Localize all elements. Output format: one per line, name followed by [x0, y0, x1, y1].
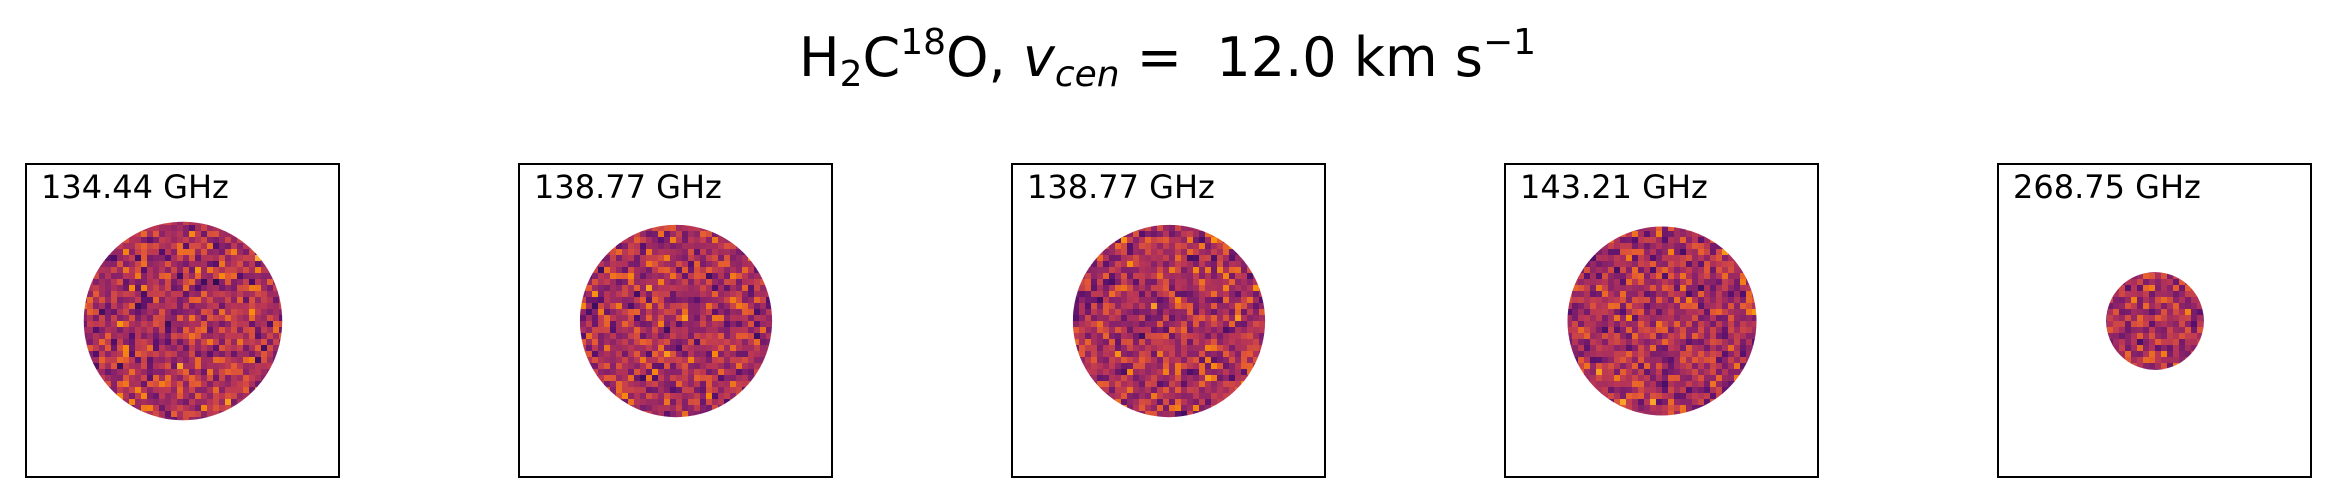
title-molecule-h: H — [798, 26, 840, 89]
title-molecule-o: O, — [946, 26, 1006, 89]
frequency-label: 134.44 GHz — [41, 168, 229, 206]
noise-pixels — [2106, 272, 2204, 370]
frequency-label: 138.77 GHz — [534, 168, 722, 206]
title-unit-sup: −1 — [1482, 22, 1537, 63]
title-molecule-sup: 18 — [900, 22, 947, 63]
title-molecule-sub: 2 — [839, 54, 863, 95]
title-v-symbol: v — [1022, 26, 1055, 89]
disk-map — [1072, 224, 1266, 418]
noise-pixels — [83, 221, 283, 421]
noise-pixels — [579, 224, 773, 418]
map-panel: 138.77 GHz — [1011, 163, 1326, 478]
frequency-label: 268.75 GHz — [2013, 168, 2201, 206]
title-equals: = — [1136, 26, 1183, 89]
map-panel: 268.75 GHz — [1997, 163, 2312, 478]
map-panel: 138.77 GHz — [518, 163, 833, 478]
disk-map — [1567, 226, 1757, 416]
title-v-sub: cen — [1054, 54, 1120, 95]
title-molecule-c: C — [862, 26, 901, 89]
map-panel: 134.44 GHz — [25, 163, 340, 478]
disk-map — [579, 224, 773, 418]
disk-map — [2106, 272, 2204, 370]
title-value: 12.0 km s — [1216, 26, 1483, 89]
figure-title: H2C18O, vcen = 12.0 km s−1 — [0, 18, 2335, 98]
noise-pixels — [1567, 226, 1757, 416]
frequency-label: 143.21 GHz — [1520, 168, 1708, 206]
map-panel: 143.21 GHz — [1504, 163, 1819, 478]
frequency-label: 138.77 GHz — [1027, 168, 1215, 206]
disk-map — [83, 221, 283, 421]
noise-pixels — [1072, 224, 1266, 418]
